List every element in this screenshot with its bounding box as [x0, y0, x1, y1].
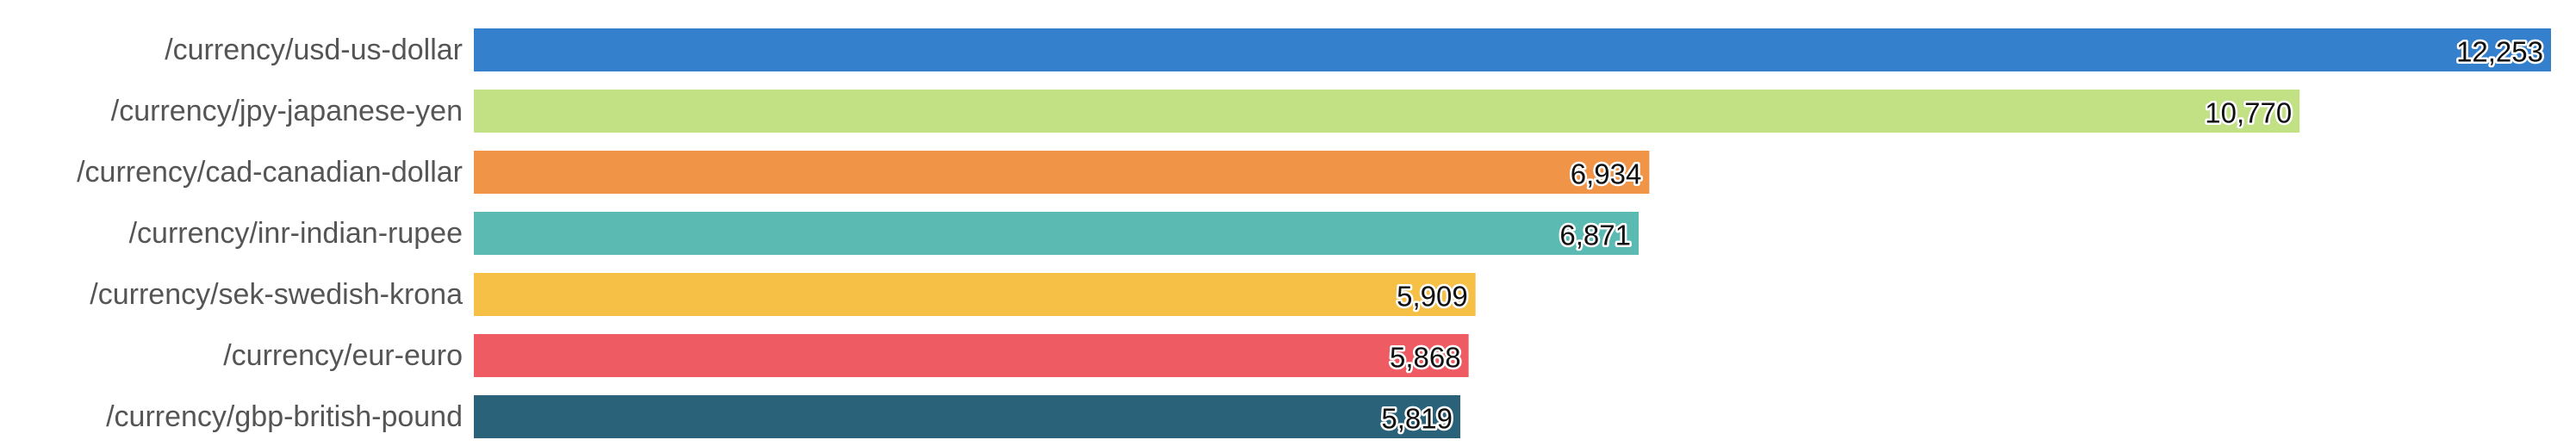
data-label: 5,909 — [1397, 281, 1468, 313]
bars-layer — [474, 28, 2551, 438]
data-label: 10,770 — [2205, 97, 2292, 129]
category-label: /currency/eur-euro — [223, 339, 463, 372]
data-label: 5,868 — [1390, 342, 1461, 374]
data-label: 6,871 — [1559, 220, 1631, 251]
bar — [474, 273, 1476, 316]
category-label: /currency/sek-swedish-krona — [90, 278, 463, 311]
bar — [474, 151, 1650, 194]
category-label: /currency/jpy-japanese-yen — [111, 95, 463, 127]
category-label: /currency/gbp-british-pound — [106, 400, 463, 433]
bar — [474, 395, 1460, 438]
bar — [474, 90, 2300, 133]
category-label: /currency/cad-canadian-dollar — [77, 156, 463, 189]
value-labels: 12,253 10,770 6,934 6,871 5,909 5,868 5,819 — [1379, 34, 2546, 437]
bar — [474, 28, 2551, 71]
bar — [474, 334, 1469, 377]
data-label: 5,819 — [1381, 403, 1453, 435]
category-label: /currency/inr-indian-rupee — [129, 217, 463, 250]
category-label: /currency/usd-us-dollar — [165, 34, 463, 66]
bar — [474, 212, 1639, 255]
data-label: 6,934 — [1571, 158, 1642, 190]
category-labels: /currency/usd-us-dollar/currency/jpy-jap… — [77, 34, 463, 433]
data-label: 12,253 — [2456, 36, 2543, 68]
